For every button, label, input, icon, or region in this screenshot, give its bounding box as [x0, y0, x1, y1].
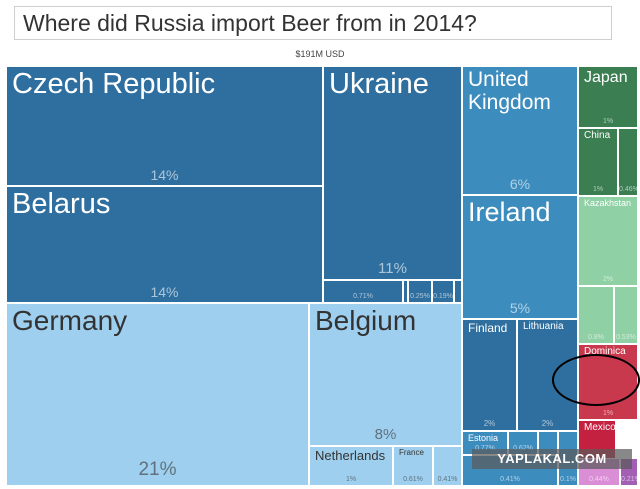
- treemap-cell-eu_s1[interactable]: 0.41%: [433, 446, 462, 486]
- treemap-cell-share: 0.62%: [509, 445, 537, 452]
- treemap-cell-share: 0.77%: [463, 445, 507, 452]
- treemap-cell-label: Belarus: [12, 188, 111, 220]
- treemap-cell-share: 5%: [509, 300, 531, 316]
- treemap-cell-by[interactable]: Belarus 14%: [6, 186, 323, 303]
- treemap-cell-share: 2%: [541, 419, 554, 428]
- treemap-cell-gb[interactable]: United Kingdom 6%: [462, 66, 578, 195]
- treemap-cell-share: 21%: [138, 459, 177, 480]
- treemap-cell-label: Mexico: [584, 422, 616, 433]
- treemap-cell-label: Germany: [12, 305, 128, 336]
- treemap-cell-share: 0.41%: [437, 476, 458, 483]
- treemap-cell-de[interactable]: Germany 21%: [6, 303, 309, 486]
- treemap-cell-share: 1%: [602, 410, 614, 417]
- treemap-cell-as_s2[interactable]: 0.8%: [578, 286, 614, 344]
- treemap-cell-label: Ukraine: [329, 68, 429, 100]
- treemap-cell-label: Dominica: [584, 346, 626, 357]
- treemap-cell-share: 0.1%: [560, 476, 576, 483]
- treemap-cell-ua[interactable]: Ukraine 11%: [323, 66, 462, 280]
- treemap-cell-label: Netherlands: [315, 448, 386, 463]
- treemap-cell-share: 0.61%: [403, 476, 423, 483]
- treemap-cell-share: 14%: [150, 284, 179, 300]
- treemap-cell-label: United Kingdom: [468, 68, 551, 114]
- treemap-cell-kz[interactable]: Kazakhstan 2%: [578, 196, 638, 286]
- chart-title-box: Where did Russia import Beer from in 201…: [14, 6, 612, 40]
- treemap-cell-fr[interactable]: France 0.61%: [393, 446, 433, 486]
- treemap-cell-label: Ireland: [468, 197, 551, 227]
- treemap-cell-share: 0.21%: [621, 476, 637, 483]
- treemap-cell-nl[interactable]: Netherlands 1%: [309, 446, 393, 486]
- treemap-cell-ie[interactable]: Ireland 5%: [462, 195, 578, 319]
- treemap-cell-fi[interactable]: Finland 2%: [462, 319, 517, 431]
- treemap-cell-label: Estonia: [468, 433, 499, 443]
- treemap-cell-share: 0.41%: [500, 476, 520, 483]
- treemap-cell-share: 0.46%: [619, 186, 638, 193]
- treemap-cell-share: 0.53%: [616, 334, 636, 341]
- treemap-cell-share: 2%: [602, 276, 614, 283]
- watermark: YAPLAKAL.COM: [472, 449, 632, 469]
- treemap-cell-label: China: [584, 130, 611, 141]
- treemap-cell-share: 11%: [378, 260, 407, 277]
- treemap-cell-share: 8%: [374, 426, 397, 443]
- treemap-cell-label: Belgium: [315, 305, 417, 336]
- treemap-cell-share: 0.44%: [589, 476, 609, 483]
- treemap-cell-label: Kazakhstan: [584, 198, 632, 208]
- treemap-cell-share: 2%: [483, 419, 496, 428]
- treemap-cell-share: 0.71%: [353, 293, 373, 300]
- treemap-cell-cn[interactable]: China 1%: [578, 128, 618, 196]
- treemap-cell-as_s1[interactable]: 0.46%: [618, 128, 638, 196]
- treemap-cell-ua_s2[interactable]: [403, 280, 408, 303]
- treemap-cell-ua_s1[interactable]: 0.71%: [323, 280, 403, 303]
- treemap-cell-share: 1%: [592, 186, 604, 193]
- total-value-label: $191M USD: [295, 49, 345, 59]
- treemap-cell-share: 1%: [345, 476, 357, 483]
- treemap-cell-label: Japan: [584, 69, 628, 86]
- chart-title: Where did Russia import Beer from in 201…: [23, 10, 477, 36]
- treemap-cell-share: 0.19%: [433, 293, 453, 300]
- treemap-cell-cz[interactable]: Czech Republic 14%: [6, 66, 323, 186]
- treemap-cell-share: 0.8%: [588, 334, 604, 341]
- treemap-cell-share: 14%: [150, 167, 179, 183]
- treemap-cell-be[interactable]: Belgium 8%: [309, 303, 462, 446]
- treemap-cell-share: 0.25%: [410, 293, 430, 300]
- treemap-cell-share: 6%: [509, 176, 531, 192]
- treemap-cell-ua_s5[interactable]: [454, 280, 462, 303]
- treemap-cell-label: France: [399, 448, 424, 457]
- annotation-circle: [552, 354, 640, 406]
- treemap-cell-share: 1%: [602, 118, 614, 125]
- treemap-cell-ua_s4[interactable]: 0.19%: [432, 280, 454, 303]
- treemap-cell-label: Finland: [468, 321, 508, 335]
- treemap-cell-label: Lithuania: [523, 321, 564, 332]
- treemap-cell-as_s3[interactable]: 0.53%: [614, 286, 638, 344]
- treemap-cell-ua_s3[interactable]: 0.25%: [408, 280, 432, 303]
- treemap-cell-label: Czech Republic: [12, 68, 216, 100]
- treemap-cell-jp[interactable]: Japan 1%: [578, 66, 638, 128]
